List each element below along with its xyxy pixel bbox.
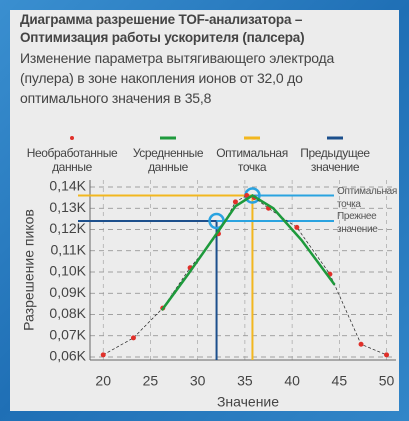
y-axis-title: Разрешение пиков	[21, 209, 37, 331]
x-tick-label: 25	[143, 373, 159, 389]
legend-label: Усредненные данные	[132, 146, 204, 174]
x-tick-label: 45	[332, 373, 348, 389]
y-tick-label: 0,14K	[49, 178, 86, 194]
raw-point	[294, 224, 300, 230]
chart-subtitle: Изменение параметра вытягивающего электр…	[20, 50, 335, 66]
y-tick-label: 0,08K	[49, 305, 86, 321]
raw-point	[232, 199, 238, 205]
x-axis-title: Значение	[217, 394, 279, 410]
annotation: Прежнее	[337, 211, 377, 222]
legend-label: Оптимальная точка	[216, 146, 288, 174]
smoothed-line	[160, 194, 336, 312]
x-tick-label: 40	[284, 373, 300, 389]
x-tick-label: 35	[237, 373, 253, 389]
annotation: точка	[337, 198, 361, 210]
raw-point	[244, 193, 250, 199]
y-tick-label: 0,07K	[49, 326, 86, 342]
annotation: значение	[337, 224, 378, 235]
legend-label: Необработанные данные	[26, 146, 118, 174]
x-tick-label: 20	[95, 373, 111, 389]
raw-point	[384, 352, 390, 358]
chart-subtitle: оптимального значения в 35,8	[20, 90, 212, 106]
chart-title: Диаграмма разрешение TOF-анализатора –	[20, 12, 303, 27]
y-tick-label: 0,11K	[50, 241, 86, 257]
panel	[10, 10, 399, 411]
highlight-circle	[208, 212, 225, 230]
chart-subtitle: (пулера) в зоне накопления ионов от 32,0…	[20, 70, 303, 86]
raw-point	[100, 352, 106, 358]
raw-point	[130, 335, 136, 341]
x-tick-label: 30	[190, 373, 206, 389]
y-tick-label: 0,09K	[49, 284, 86, 300]
raw-point	[358, 341, 364, 347]
y-tick-label: 0,10K	[49, 263, 86, 279]
x-tick-label: 50	[379, 373, 395, 389]
y-tick-label: 0,13K	[49, 199, 86, 215]
y-tick-label: 0,12K	[49, 220, 86, 236]
chart-title: Оптимизация работы ускорителя (палсера)	[20, 30, 305, 45]
legend-label: Предыдущее значение	[300, 146, 370, 174]
y-tick-label: 0,06K	[49, 348, 86, 364]
annotation: Оптимальная	[337, 185, 398, 197]
legend-marker	[70, 136, 74, 140]
